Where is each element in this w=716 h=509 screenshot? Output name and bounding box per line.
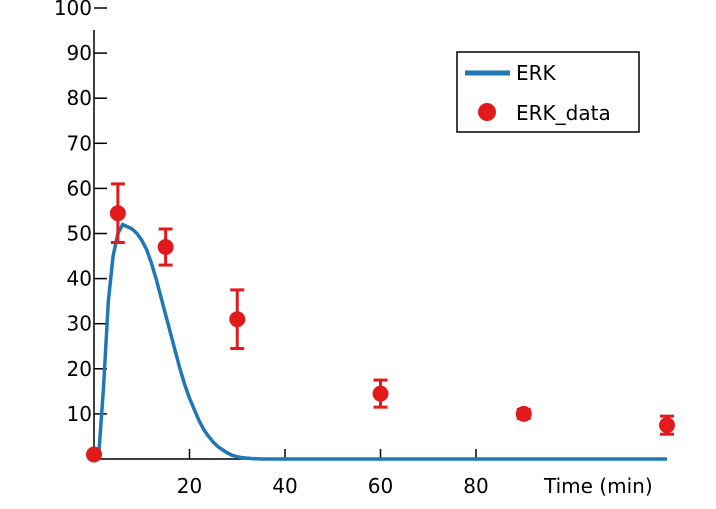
erk-data-point [109, 182, 126, 245]
legend-dot-swatch [478, 103, 496, 121]
legend: ERK ERK_data [456, 51, 640, 133]
x-tick-label: 60 [368, 474, 393, 498]
y-tick-label: 20 [67, 357, 92, 381]
erk-data-point [86, 446, 102, 463]
x-tick-label: 40 [272, 474, 297, 498]
erk-data-point [659, 414, 675, 436]
y-tick-label: 30 [67, 312, 92, 336]
erk-data-point [157, 227, 174, 267]
y-tick-label: 100 [54, 0, 92, 20]
series-layer [86, 182, 675, 463]
x-tick-label: 20 [177, 474, 202, 498]
y-axis-ticks: 10 20 30 40 50 60 70 80 90 100 [54, 0, 107, 426]
legend-label-dots: ERK_data [516, 101, 611, 125]
y-tick-label: 40 [67, 267, 92, 291]
data-marker [109, 205, 126, 222]
legend-label-line: ERK [516, 61, 557, 85]
data-marker [372, 385, 389, 402]
x-axis-title: Time (min) [543, 474, 653, 498]
erk-data-point [372, 378, 389, 409]
erk-data-point [229, 288, 246, 351]
erk-data-point [515, 405, 532, 422]
y-tick-label: 90 [67, 41, 92, 65]
x-tick-label: 80 [463, 474, 488, 498]
data-marker [659, 417, 675, 434]
y-tick-label: 50 [67, 222, 92, 246]
data-marker [157, 239, 174, 256]
erk-series-line [92, 222, 667, 461]
data-marker [229, 311, 246, 328]
data-marker [515, 405, 532, 422]
y-tick-label: 70 [67, 131, 92, 155]
plot-area: 20 40 60 80 10 20 30 40 50 60 70 80 90 100 Time (min… [54, 0, 675, 498]
y-tick-label: 80 [67, 86, 92, 110]
x-axis-ticks: 20 40 60 80 [177, 449, 489, 498]
y-tick-label: 10 [67, 402, 92, 426]
data-marker [86, 446, 102, 463]
y-tick-label: 60 [67, 176, 92, 200]
